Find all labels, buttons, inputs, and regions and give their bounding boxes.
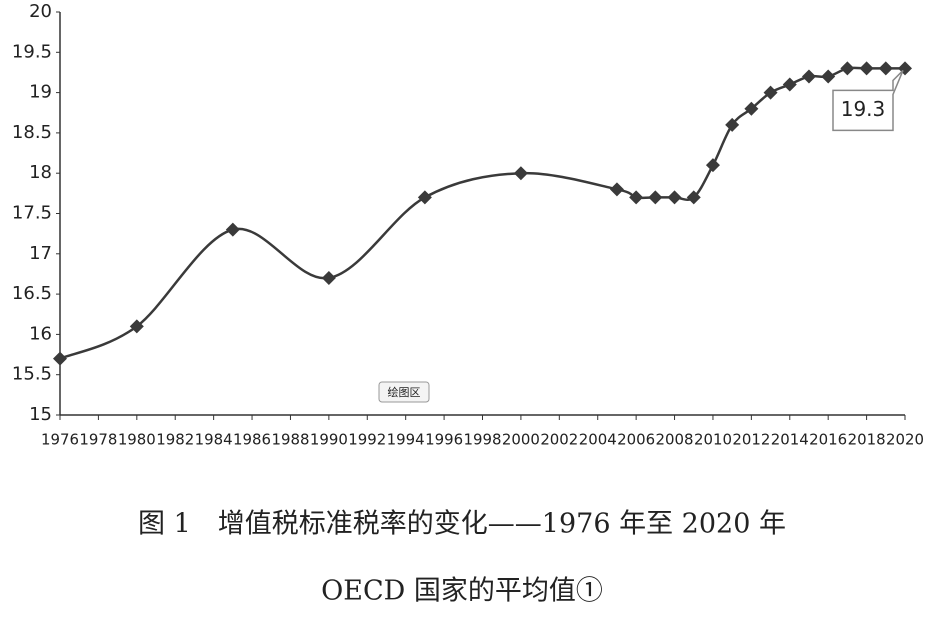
x-tick-label: 2002 <box>540 431 578 449</box>
x-tick-label: 1996 <box>425 431 463 449</box>
marker <box>859 61 874 76</box>
y-tick-label: 20 <box>29 1 52 22</box>
marker <box>53 351 67 366</box>
x-tick-label: 2006 <box>617 431 655 449</box>
marker <box>744 101 759 116</box>
x-tick-label: 2010 <box>694 431 732 449</box>
x-tick-label: 1992 <box>348 431 386 449</box>
plot-area-tooltip <box>378 381 430 403</box>
y-tick-label: 19.5 <box>12 41 52 62</box>
caption: OECD 国家的平均值① <box>321 576 603 607</box>
x-tick-label: 1980 <box>118 431 156 449</box>
x-tick-label: 1988 <box>271 431 309 449</box>
marker <box>225 222 240 237</box>
y-tick-label: 18.5 <box>12 122 52 143</box>
y-tick-label: 16.5 <box>12 283 52 304</box>
marker <box>609 182 624 197</box>
x-tick-label: 1982 <box>156 431 194 449</box>
plot-area-label: 绘图区 <box>388 385 421 399</box>
value-label: 19.3 <box>841 97 886 121</box>
x-tick-label: 1984 <box>195 431 233 449</box>
x-tick-label: 1990 <box>310 431 348 449</box>
marker <box>129 319 144 334</box>
y-tick-label: 17.5 <box>12 203 52 224</box>
marker <box>725 117 740 132</box>
x-tick-label: 1978 <box>79 431 117 449</box>
callout <box>832 69 904 132</box>
x-tick-label: 1994 <box>387 431 425 449</box>
caption: 图 1 增值税标准税率的变化——1976 年至 2020 年 <box>138 509 786 540</box>
marker <box>513 166 528 181</box>
x-tick-label: 2004 <box>579 431 617 449</box>
x-tick-label: 2012 <box>732 431 770 449</box>
marker <box>763 85 778 100</box>
y-tick-label: 18 <box>29 162 52 183</box>
marker <box>782 77 797 92</box>
x-tick-label: 2018 <box>848 431 886 449</box>
marker <box>321 270 336 285</box>
marker <box>629 190 644 205</box>
y-tick-label: 17 <box>29 243 52 264</box>
marker <box>648 190 663 205</box>
x-tick-label: 2020 <box>886 431 924 449</box>
x-tick-label: 1998 <box>464 431 502 449</box>
marker <box>705 158 720 173</box>
y-tick-label: 19 <box>29 82 52 103</box>
x-tick-label: 2008 <box>656 431 694 449</box>
y-tick-label: 15 <box>29 404 52 425</box>
marker <box>686 190 701 205</box>
y-tick-label: 16 <box>29 323 52 344</box>
x-tick-label: 1976 <box>41 431 79 449</box>
x-tick-label: 1986 <box>233 431 271 449</box>
marker <box>878 61 893 76</box>
y-tick-label: 15.5 <box>12 364 52 385</box>
line <box>59 66 905 360</box>
x-tick-label: 2014 <box>771 431 809 449</box>
marker <box>821 69 836 84</box>
marker <box>840 61 855 76</box>
x-tick-label: 2000 <box>502 431 540 449</box>
marker <box>801 69 816 84</box>
marker <box>667 190 682 205</box>
x-tick-label: 2016 <box>809 431 847 449</box>
marker <box>417 190 432 205</box>
